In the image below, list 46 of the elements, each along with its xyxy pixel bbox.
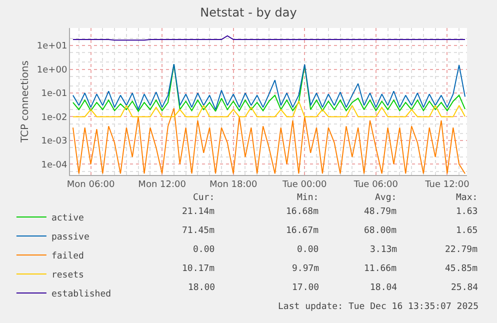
y-tick-label: 1e-02 — [41, 112, 68, 123]
legend-label: active — [51, 214, 84, 224]
text: Last update: Tue Dec 16 13:35:07 2025 — [278, 302, 478, 312]
x-tick-label: Tue 06:00 — [352, 180, 398, 190]
chart-title: Netstat - by day — [200, 5, 297, 20]
x-tick-label: Tue 12:00 — [424, 180, 470, 190]
text: 68.00m — [364, 226, 397, 236]
text: 9.97m — [292, 264, 320, 274]
text: 18.04 — [370, 283, 398, 293]
legend-label: established — [51, 290, 112, 300]
line-series — [72, 108, 466, 174]
text: 48.79m — [364, 207, 397, 217]
text: 22.79m — [445, 245, 478, 255]
text: 16.67m — [286, 226, 319, 236]
text: 0.00 — [297, 245, 319, 255]
text: Avg: — [375, 193, 397, 203]
legend-label: passive — [51, 232, 90, 243]
y-tick-label: 1e+01 — [36, 42, 68, 52]
legend-label: resets — [51, 270, 84, 281]
x-tick-label: Tue 00:00 — [282, 180, 327, 190]
legend-label: failed — [51, 252, 84, 262]
text: Max: — [456, 193, 478, 203]
text: 1.65 — [456, 226, 478, 236]
x-tick-label: Mon 18:00 — [209, 180, 258, 190]
text: 16.68m — [286, 207, 319, 217]
y-tick-label: 1e-01 — [41, 89, 68, 100]
y-tick-label: 1e-04 — [41, 160, 68, 170]
text: 25.84 — [451, 283, 478, 293]
y-tick-label: 1e+00 — [36, 65, 68, 76]
text: Cur: — [193, 193, 215, 203]
y-axis-title: TCP connections — [20, 60, 31, 144]
y-tick-label: 1e-03 — [41, 136, 68, 147]
text: 10.17m — [182, 264, 215, 274]
text: 18.00 — [188, 283, 216, 293]
text: 45.85m — [445, 264, 478, 274]
x-tick-label: Mon 12:00 — [138, 180, 186, 190]
text: 0.00 — [193, 245, 215, 255]
text: 71.45m — [182, 226, 215, 236]
text: 1.63 — [456, 207, 478, 217]
x-tick-label: Mon 06:00 — [66, 180, 115, 190]
line-series — [72, 100, 466, 118]
text: 17.00 — [292, 283, 320, 293]
text: 11.66m — [364, 264, 397, 274]
text: Min: — [297, 193, 319, 203]
text: 21.14m — [182, 207, 215, 217]
text: 3.13m — [370, 245, 398, 255]
